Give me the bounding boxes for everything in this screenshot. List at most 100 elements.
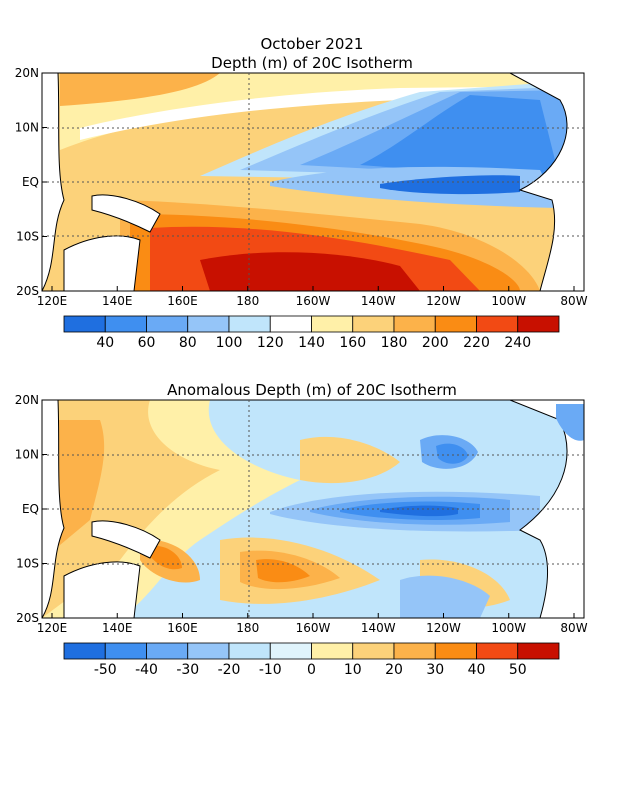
depth-x-tick-label-80w: 80W	[560, 294, 587, 308]
anomaly-colorbar-swatch-5	[228, 642, 271, 660]
depth-colorbar-swatch-7	[311, 315, 354, 333]
anomaly-contour-eq-minus40	[380, 505, 458, 517]
depth-colorbar-swatch-11	[476, 315, 519, 333]
depth-y-tick-label-eq: EQ	[22, 175, 39, 189]
anomaly-colorbar-swatch-3	[146, 642, 189, 660]
depth-colorbar-swatch-1	[63, 315, 106, 333]
depth-colorbar-swatch-9	[393, 315, 436, 333]
anomaly-panel-title: Anomalous Depth (m) of 20C Isotherm	[167, 381, 457, 399]
anomaly-colorbar-label-20: -20	[218, 662, 241, 678]
anomaly-x-tick-label-160e: 160E	[167, 621, 198, 635]
anomaly-colorbar-label-10: -10	[259, 662, 282, 678]
anomaly-contour-sc-40	[256, 559, 310, 583]
anomaly-x-tick-label-160w: 160W	[296, 621, 331, 635]
anomaly-colorbar-swatch-10	[434, 642, 477, 660]
depth-colorbar-swatch-4	[187, 315, 230, 333]
anomaly-contour-sw-40	[150, 545, 182, 570]
anomaly-contour-ne-10	[300, 436, 400, 484]
depth-x-tick-label-160e: 160E	[167, 294, 198, 308]
anomaly-y-tick-label-10n: 10N	[15, 448, 39, 462]
depth-colorbar-swatch-8	[352, 315, 395, 333]
anomaly-y-tick-label-eq: EQ	[22, 502, 39, 516]
anomaly-y-tick-label-10s: 10S	[16, 557, 39, 571]
anomaly-colorbar-swatch-12	[517, 642, 560, 660]
depth-colorbar-swatch-12	[517, 315, 560, 333]
anomaly-colorbar-label-40: 40	[468, 662, 486, 678]
anomaly-colorbar-swatch-7	[311, 642, 354, 660]
depth-y-tick-label-10n: 10N	[15, 121, 39, 135]
depth-panel-title: Depth (m) of 20C Isotherm	[211, 54, 413, 72]
depth-colorbar-label-80: 80	[179, 335, 197, 351]
depth-colorbar-label-100: 100	[216, 335, 243, 351]
anomaly-colorbar-label-40: -40	[135, 662, 158, 678]
depth-colorbar-label-180: 180	[381, 335, 408, 351]
anomaly-y-tick-label-20s: 20S	[16, 611, 39, 625]
depth-colorbar: 40 60 80 100 120 140 160 180 200 220 240	[63, 315, 560, 351]
anomaly-colorbar-label-50: 50	[509, 662, 527, 678]
depth-gridlines	[42, 73, 584, 291]
anomaly-colorbar-swatch-8	[352, 642, 395, 660]
anomaly-colorbar-swatch-4	[187, 642, 230, 660]
anomaly-colorbar-label-50: -50	[94, 662, 117, 678]
anomaly-gridlines	[42, 400, 584, 618]
anomaly-contour-ne-minus30	[436, 443, 468, 464]
anomaly-x-ticks: 120E 140E 160E 180 160W 140W 120W 100W 80W	[37, 613, 588, 635]
depth-y-ticks: 20N 10N EQ 10S 20S	[15, 66, 47, 298]
anomaly-x-tick-label-100w: 100W	[491, 621, 526, 635]
depth-colorbar-swatch-3	[146, 315, 189, 333]
anomaly-land-new-guinea	[91, 520, 161, 559]
anomaly-colorbar-label-0: 0	[307, 662, 316, 678]
anomaly-x-tick-label-80w: 80W	[560, 621, 587, 635]
depth-colorbar-label-220: 220	[463, 335, 490, 351]
depth-contour-eq-core	[380, 175, 520, 195]
depth-colorbar-swatch-10	[434, 315, 477, 333]
depth-land-australia	[63, 235, 141, 291]
anomaly-colorbar-swatch-9	[393, 642, 436, 660]
anomaly-x-tick-label-120e: 120E	[37, 621, 68, 635]
anomaly-colorbar-swatch-1	[63, 642, 106, 660]
anomaly-contour-east-minus20	[400, 575, 490, 618]
depth-y-tick-label-20n: 20N	[15, 66, 39, 80]
depth-x-ticks: 120E 140E 160E 180 160W 140W 120W 100W 80W	[37, 286, 588, 308]
depth-x-tick-label-100w: 100W	[491, 294, 526, 308]
depth-contour-nw-patch	[60, 73, 220, 106]
anomaly-y-tick-label-20n: 20N	[15, 393, 39, 407]
depth-land-new-guinea	[91, 194, 161, 233]
depth-x-tick-label-140w: 140W	[361, 294, 396, 308]
anomaly-land-australia	[63, 561, 141, 618]
anomaly-contour-ne-corner	[556, 404, 584, 441]
anomaly-colorbar: -50 -40 -30 -20 -10 0 10 20 30 40 50	[63, 642, 560, 678]
depth-colorbar-swatch-5	[228, 315, 271, 333]
anomaly-colorbar-label-20: 20	[385, 662, 403, 678]
depth-colorbar-swatch-6	[269, 315, 312, 333]
depth-panel: Depth (m) of 20C Isotherm	[15, 54, 588, 351]
depth-contour-north-60	[360, 95, 560, 180]
anomaly-y-ticks: 20N 10N EQ 10S 20S	[15, 393, 47, 625]
anomaly-panel: Anomalous Depth (m) of 20C Isotherm	[15, 381, 588, 678]
anomaly-x-tick-label-140e: 140E	[102, 621, 133, 635]
depth-x-tick-label-160w: 160W	[296, 294, 331, 308]
depth-colorbar-label-200: 200	[422, 335, 449, 351]
depth-colorbar-label-120: 120	[257, 335, 284, 351]
depth-colorbar-label-60: 60	[138, 335, 156, 351]
depth-x-tick-label-120e: 120E	[37, 294, 68, 308]
anomaly-colorbar-label-10: 10	[344, 662, 362, 678]
depth-colorbar-swatch-2	[104, 315, 147, 333]
anomaly-colorbar-label-30: -30	[176, 662, 199, 678]
figure-title: October 2021	[261, 35, 364, 53]
anomaly-colorbar-label-30: 30	[426, 662, 444, 678]
depth-colorbar-label-240: 240	[504, 335, 531, 351]
depth-x-tick-label-180: 180	[236, 294, 259, 308]
anomaly-x-tick-label-180: 180	[236, 621, 259, 635]
anomaly-x-tick-label-120w: 120W	[426, 621, 461, 635]
depth-y-tick-label-20s: 20S	[16, 284, 39, 298]
depth-x-tick-label-140e: 140E	[102, 294, 133, 308]
depth-contour-south-240	[200, 252, 420, 291]
depth-x-tick-label-120w: 120W	[426, 294, 461, 308]
depth-colorbar-label-40: 40	[96, 335, 114, 351]
anomaly-colorbar-swatch-2	[104, 642, 147, 660]
depth-y-tick-label-10s: 10S	[16, 230, 39, 244]
anomaly-colorbar-swatch-11	[476, 642, 519, 660]
anomaly-colorbar-swatch-6	[269, 642, 312, 660]
